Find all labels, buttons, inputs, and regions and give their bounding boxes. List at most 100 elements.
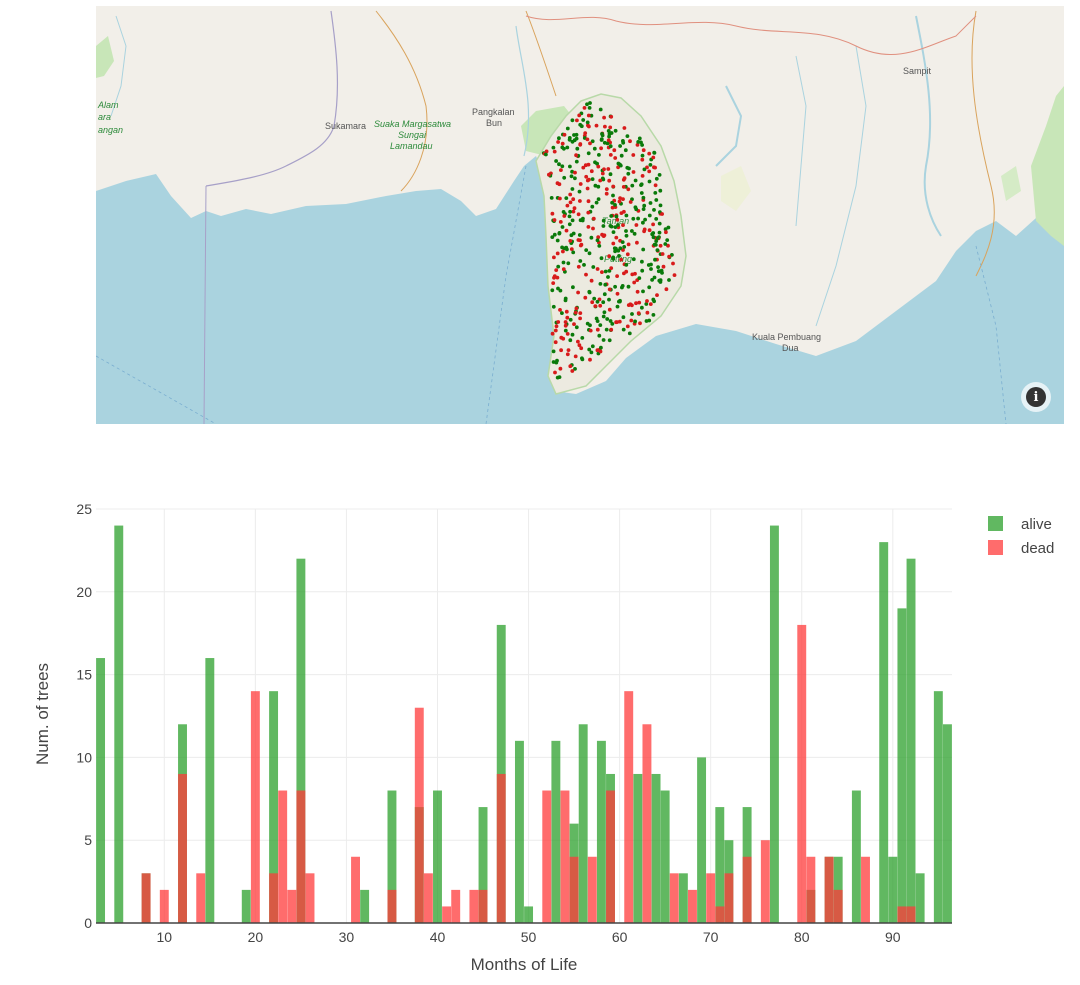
map-panel[interactable]: Sukamara Pangkalan Bun Sampit Kuala Pemb… <box>96 6 1064 424</box>
bar-alive <box>360 889 370 923</box>
info-button[interactable]: i <box>1021 382 1051 412</box>
bar-dead <box>496 773 506 923</box>
tree-point-dead <box>599 146 603 151</box>
bar-dead <box>542 790 552 923</box>
tree-point-alive <box>655 236 660 240</box>
tree-point-alive <box>577 189 582 194</box>
tree-point-dead <box>647 151 652 156</box>
bar-dead <box>897 906 907 923</box>
tree-point-dead <box>583 131 588 135</box>
tree-point-alive <box>595 299 600 304</box>
legend-swatch-alive[interactable] <box>988 516 1003 531</box>
tree-point-alive <box>630 229 634 233</box>
tree-point-alive <box>630 183 635 188</box>
tree-point-alive <box>619 153 624 158</box>
bar-dead <box>296 790 306 923</box>
tree-point-alive <box>639 191 644 195</box>
tree-point-dead <box>622 176 627 181</box>
tree-point-alive <box>604 327 609 332</box>
bar-alive <box>851 790 861 923</box>
tree-point-dead <box>672 273 677 277</box>
tree-point-alive <box>580 357 585 362</box>
tree-point-alive <box>639 183 643 188</box>
tree-point-alive <box>641 247 646 252</box>
bar-alive <box>906 558 916 923</box>
tree-point-dead <box>571 209 576 214</box>
tree-point-dead <box>647 169 652 174</box>
bar-alive <box>205 658 215 923</box>
tree-point-alive <box>585 120 590 125</box>
tree-point-alive <box>657 173 662 177</box>
tree-point-dead <box>596 235 601 240</box>
tree-point-alive <box>631 216 636 221</box>
legend-label-alive[interactable]: alive <box>1021 516 1052 533</box>
tree-point-alive <box>567 136 572 140</box>
tree-point-dead <box>577 113 582 118</box>
tree-point-dead <box>664 230 668 235</box>
tree-point-alive <box>597 244 602 248</box>
tree-point-alive <box>578 259 583 263</box>
tree-point-dead <box>579 346 584 351</box>
tree-point-dead <box>594 123 599 128</box>
tree-point-alive <box>596 197 601 202</box>
tree-point-alive <box>551 145 556 150</box>
tree-point-alive <box>647 285 652 290</box>
tree-point-dead <box>565 352 570 357</box>
tree-point-alive <box>633 319 637 324</box>
y-tick-label: 0 <box>84 915 92 931</box>
tree-point-dead <box>586 113 591 118</box>
tree-point-alive <box>665 238 670 243</box>
bar-alive <box>888 856 898 923</box>
tree-point-dead <box>558 366 563 371</box>
tree-point-dead <box>621 185 626 189</box>
tree-point-dead <box>586 199 591 204</box>
tree-point-dead <box>600 270 604 274</box>
tree-point-alive <box>599 256 604 261</box>
tree-point-dead <box>625 324 630 329</box>
tree-point-dead <box>565 315 570 320</box>
bar-alive <box>660 790 670 923</box>
tree-point-dead <box>667 254 671 259</box>
bar-dead <box>141 873 151 923</box>
tree-point-dead <box>564 309 569 314</box>
tree-point-dead <box>547 172 551 177</box>
legend[interactable]: alive dead <box>988 516 1054 557</box>
tree-point-alive <box>640 268 645 273</box>
tree-point-dead <box>551 281 556 285</box>
tree-point-dead <box>635 289 640 294</box>
tree-point-alive <box>582 263 586 267</box>
tree-point-alive <box>601 338 606 342</box>
tree-point-alive <box>598 282 603 286</box>
tree-point-alive <box>580 218 585 223</box>
y-tick-label: 5 <box>84 832 92 848</box>
tree-point-alive <box>570 218 575 223</box>
tree-point-dead <box>563 323 568 328</box>
bar-dead <box>606 790 615 923</box>
tree-point-dead <box>606 138 611 143</box>
tree-point-alive <box>592 296 597 301</box>
tree-point-alive <box>570 169 574 174</box>
tree-point-dead <box>626 303 631 307</box>
bar-alive <box>514 740 524 923</box>
tree-point-dead <box>621 248 625 252</box>
tree-point-dead <box>555 251 560 256</box>
tree-point-alive <box>657 278 662 283</box>
tree-point-alive <box>631 257 636 262</box>
tree-point-alive <box>657 221 662 226</box>
tree-point-alive <box>610 200 614 205</box>
tree-point-alive <box>652 275 657 280</box>
x-tick-label: 70 <box>703 929 719 945</box>
tree-point-dead <box>598 178 603 183</box>
legend-swatch-dead[interactable] <box>988 540 1003 555</box>
tree-point-alive <box>587 106 592 110</box>
legend-label-dead[interactable]: dead <box>1021 540 1054 557</box>
bar-dead <box>478 889 488 923</box>
basemap[interactable]: Sukamara Pangkalan Bun Sampit Kuala Pemb… <box>96 6 1064 424</box>
tree-point-alive <box>637 136 642 141</box>
bar-dead <box>305 873 315 923</box>
tree-point-dead <box>576 290 580 295</box>
tree-point-dead <box>616 165 620 170</box>
bar-dead <box>624 691 634 923</box>
tree-point-dead <box>581 165 586 170</box>
tree-point-alive <box>597 333 602 338</box>
